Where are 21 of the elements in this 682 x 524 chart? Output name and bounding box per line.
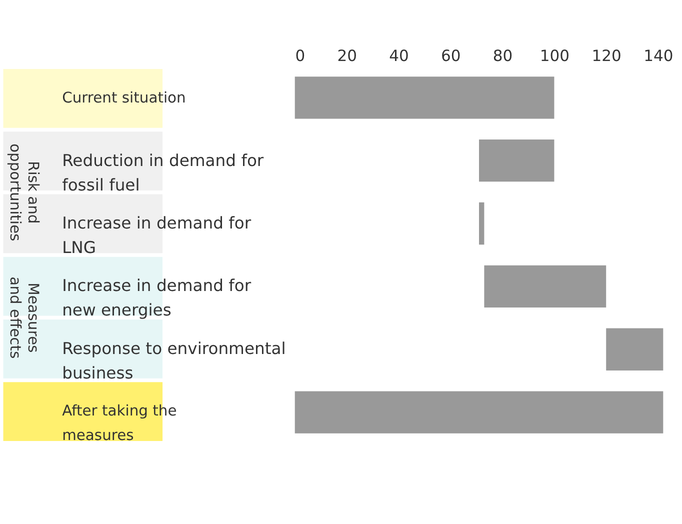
text: Measures and effects (6, 276, 42, 359)
x-tick-label: 140 (644, 47, 674, 65)
bar (606, 328, 664, 370)
text: Risk and opportunities (6, 144, 42, 242)
bar (479, 140, 554, 182)
bar (479, 202, 484, 245)
y-tick-label: Reduction in demand for fossil fuel (62, 150, 264, 194)
x-tick-label: 0 (295, 47, 306, 65)
y-tick-label: Increase in demand for new energies (62, 276, 252, 320)
y-tick-label: Increase in demand for LNG (62, 214, 252, 258)
bar (484, 265, 606, 308)
bar (294, 76, 554, 119)
x-tick-label: 60 (441, 47, 461, 65)
bar (294, 391, 664, 434)
x-tick-label: 20 (337, 47, 358, 65)
x-tick-label: 100 (540, 47, 570, 65)
y-tick-label: Response to environmental business (62, 338, 286, 382)
x-tick-label: 120 (592, 47, 622, 65)
x-tick-label: 80 (492, 47, 513, 65)
x-tick-label: 40 (389, 47, 409, 65)
y-tick-label: Current situation (62, 90, 186, 107)
